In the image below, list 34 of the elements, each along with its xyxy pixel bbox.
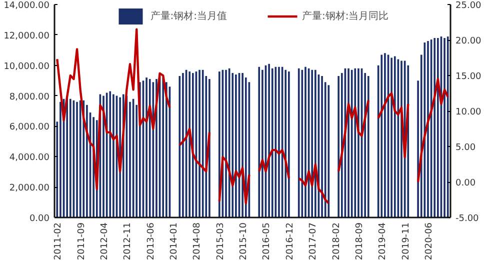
y2-tick-label: 15.00 — [456, 72, 482, 82]
x-tick-label: 2012-11 — [123, 222, 134, 260]
y-tick-label: 10,000.00 — [4, 62, 50, 72]
y2-tick-label: 5.00 — [456, 143, 476, 153]
y2-tick-label: 10.00 — [456, 108, 482, 118]
y-tick-label: 4,000.00 — [9, 153, 50, 164]
x-tick-label: 2015-10 — [239, 222, 250, 260]
y2-tick-label: 25.00 — [456, 1, 482, 11]
x-tick-label: 2014-01 — [170, 222, 180, 260]
x-tick-label: 2020-06 — [424, 222, 434, 260]
x-tick-label: 2012-04 — [100, 222, 110, 260]
x-tick-label: 2011-09 — [76, 222, 87, 260]
y2-tick-label: -5.00 — [456, 214, 480, 224]
x-tick-label: 2018-02 — [332, 222, 342, 260]
x-tick-label: 2014-08 — [192, 222, 203, 260]
legend-label: 产量:钢材:当月同比 — [302, 10, 389, 23]
y-tick-label: 2,000.00 — [9, 184, 50, 194]
x-tick-label: 2018-09 — [354, 222, 365, 260]
x-tick-label: 2016-12 — [285, 222, 296, 260]
x-tick-label: 2017-07 — [308, 222, 319, 260]
y-tick-label: 14,000.00 — [4, 1, 50, 11]
x-tick-label: 2019-11 — [401, 222, 412, 260]
x-tick-label: 2013-06 — [146, 222, 156, 260]
x-tick-label: 2015-03 — [216, 222, 226, 260]
x-tick-label: 2011-02 — [54, 222, 64, 260]
legend-label: 产量:钢材:当月值 — [150, 10, 227, 23]
y-tick-label: 12,000.00 — [4, 31, 50, 42]
y-tick-label: 8,000.00 — [9, 92, 50, 102]
y2-tick-label: 20.00 — [456, 36, 482, 46]
x-tick-label: 2019-04 — [378, 222, 388, 260]
y2-tick-label: 0.00 — [456, 178, 476, 188]
y-tick-label: 0.00 — [29, 214, 50, 224]
y-tick-label: 6,000.00 — [9, 122, 50, 133]
x-tick-label: 2016-05 — [262, 222, 272, 260]
